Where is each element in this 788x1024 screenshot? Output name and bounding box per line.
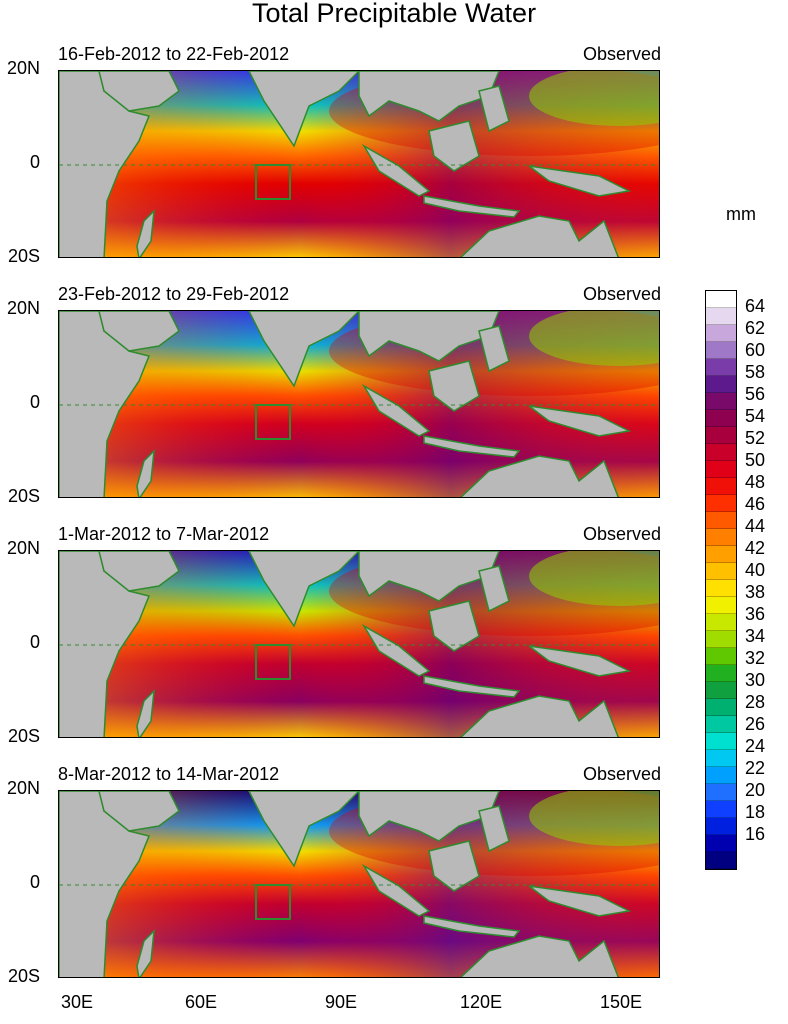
colorbar-label: 50 <box>745 450 766 470</box>
colorbar-label: 44 <box>745 516 766 536</box>
lon-label-30e: 30E <box>60 992 94 1012</box>
panel-observed-label: Observed <box>582 284 661 304</box>
colorbar-label: 48 <box>745 472 766 492</box>
colorbar-swatch <box>706 478 736 495</box>
colorbar-swatch <box>706 342 736 359</box>
map-graphic <box>59 71 659 257</box>
colorbar-swatch <box>706 376 736 393</box>
map-graphic <box>59 311 659 497</box>
colorbar-swatch <box>706 767 736 784</box>
colorbar-swatch <box>706 614 736 631</box>
panel-observed-label: Observed <box>582 524 661 544</box>
colorbar-swatch <box>706 801 736 818</box>
colorbar-label: 62 <box>745 318 766 338</box>
colorbar-swatch <box>706 444 736 461</box>
lon-label-120e: 120E <box>459 992 503 1012</box>
colorbar-swatch <box>706 393 736 410</box>
precipitable-water-map <box>58 310 660 498</box>
lat-label-20n: 20N <box>6 538 40 558</box>
figure-title: Total Precipitable Water <box>251 0 537 28</box>
colorbar-label: 28 <box>745 692 766 712</box>
colorbar-label: 46 <box>745 494 766 514</box>
lat-label-20s: 20S <box>7 966 40 986</box>
colorbar-swatch <box>706 563 736 580</box>
colorbar <box>705 290 737 870</box>
lat-label-0: 0 <box>29 632 40 652</box>
colorbar-swatch <box>706 733 736 750</box>
panel-date-range: 23-Feb-2012 to 29-Feb-2012 <box>58 284 290 304</box>
panel-date-range: 16-Feb-2012 to 22-Feb-2012 <box>58 44 290 64</box>
map-panel-3: 1-Mar-2012 to 7-Mar-2012 Observed 20N 0 … <box>0 524 788 784</box>
colorbar-swatch <box>706 852 736 869</box>
colorbar-swatch <box>706 410 736 427</box>
lon-label-60e: 60E <box>184 992 218 1012</box>
colorbar-label: 26 <box>745 714 766 734</box>
precipitable-water-map <box>58 550 660 738</box>
colorbar-label: 32 <box>745 648 766 668</box>
colorbar-swatch <box>706 580 736 597</box>
colorbar-label: 34 <box>745 626 766 646</box>
lat-label-0: 0 <box>29 392 40 412</box>
colorbar-swatch <box>706 682 736 699</box>
colorbar-swatch <box>706 461 736 478</box>
colorbar-swatch <box>706 716 736 733</box>
colorbar-swatch <box>706 529 736 546</box>
colorbar-swatch <box>706 546 736 563</box>
map-panel-4: 8-Mar-2012 to 14-Mar-2012 Observed 20N 0… <box>0 764 788 1024</box>
precipitable-water-map <box>58 70 660 258</box>
colorbar-swatch <box>706 665 736 682</box>
colorbar-label: 18 <box>745 802 766 822</box>
colorbar-swatch <box>706 631 736 648</box>
lat-label-20n: 20N <box>6 58 40 78</box>
precipitable-water-map <box>58 790 660 978</box>
colorbar-swatch <box>706 512 736 529</box>
lat-label-20n: 20N <box>6 298 40 318</box>
map-graphic <box>59 791 659 977</box>
colorbar-label: 52 <box>745 428 766 448</box>
map-panel-1: 16-Feb-2012 to 22-Feb-2012 Observed 20N … <box>0 44 788 304</box>
map-panel-2: 23-Feb-2012 to 29-Feb-2012 Observed 20N … <box>0 284 788 544</box>
lat-label-20s: 20S <box>7 486 40 506</box>
colorbar-label: 40 <box>745 560 766 580</box>
colorbar-swatch <box>706 818 736 835</box>
colorbar-label: 20 <box>745 780 766 800</box>
map-graphic <box>59 551 659 737</box>
colorbar-label: 22 <box>745 758 766 778</box>
colorbar-swatch <box>706 427 736 444</box>
colorbar-label: 54 <box>745 406 766 426</box>
panel-date-range: 1-Mar-2012 to 7-Mar-2012 <box>58 524 270 544</box>
colorbar-swatch <box>706 325 736 342</box>
panel-date-range: 8-Mar-2012 to 14-Mar-2012 <box>58 764 280 784</box>
lat-label-0: 0 <box>29 152 40 172</box>
panel-observed-label: Observed <box>582 44 661 64</box>
colorbar-swatch <box>706 291 736 308</box>
colorbar-swatch <box>706 784 736 801</box>
colorbar-swatch <box>706 597 736 614</box>
lon-label-150e: 150E <box>599 992 643 1012</box>
lat-label-20s: 20S <box>7 246 40 266</box>
colorbar-swatch <box>706 308 736 325</box>
colorbar-label: 36 <box>745 604 766 624</box>
lat-label-20n: 20N <box>6 778 40 798</box>
lat-label-20s: 20S <box>7 726 40 746</box>
colorbar-swatch <box>706 699 736 716</box>
lat-label-0: 0 <box>29 872 40 892</box>
colorbar-swatch <box>706 835 736 852</box>
colorbar-label: 16 <box>745 824 766 844</box>
colorbar-unit: mm <box>726 204 756 224</box>
panel-observed-label: Observed <box>582 764 661 784</box>
colorbar-label: 64 <box>745 296 766 316</box>
colorbar-label: 42 <box>745 538 766 558</box>
lon-label-90e: 90E <box>324 992 358 1012</box>
colorbar-label: 58 <box>745 362 766 382</box>
colorbar-label: 38 <box>745 582 766 602</box>
colorbar-swatch <box>706 495 736 512</box>
colorbar-label: 30 <box>745 670 766 690</box>
colorbar-label: 24 <box>745 736 766 756</box>
colorbar-swatch <box>706 648 736 665</box>
colorbar-swatch <box>706 750 736 767</box>
colorbar-swatch <box>706 359 736 376</box>
colorbar-label: 60 <box>745 340 766 360</box>
colorbar-label: 56 <box>745 384 766 404</box>
